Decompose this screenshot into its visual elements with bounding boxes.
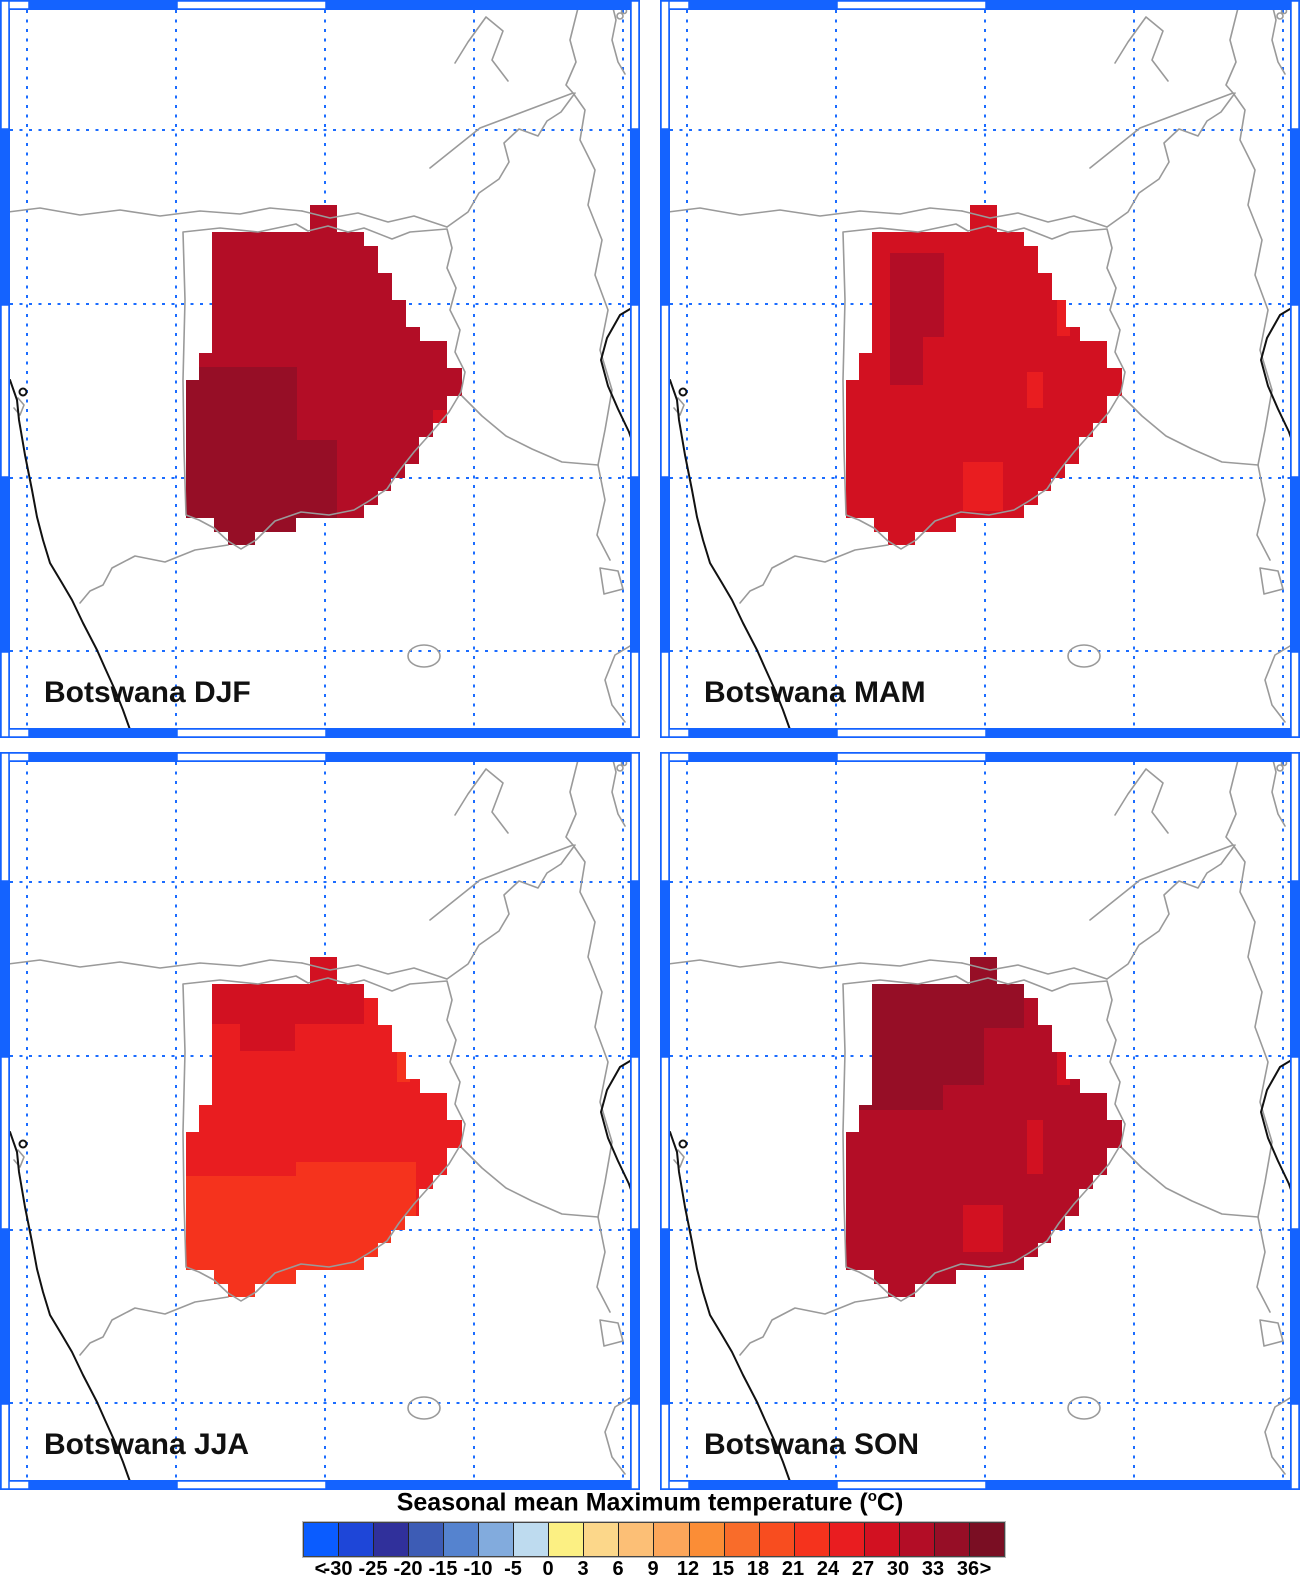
botswana-outline [182, 975, 466, 1302]
colorbar-tick-label: -15 [428, 1558, 458, 1580]
lake-outline [1067, 644, 1101, 668]
colorbar-tick-label: 12 [676, 1558, 700, 1580]
colorbar-tick-label: 3 [577, 1558, 589, 1580]
map-son [660, 752, 1300, 1490]
map-panel-son: Botswana SON [660, 752, 1300, 1490]
colorbar-tick-label: -30 [323, 1558, 353, 1580]
colorbar-tick-label: 36 [956, 1558, 980, 1580]
temperature-patches [890, 253, 1070, 511]
country-borders [0, 3, 640, 723]
colorbar-cell [933, 1523, 969, 1556]
colorbar-cell [653, 1523, 689, 1556]
colorbar-tick-labels: < -30 -25 -20 -15 -10 -5 0 3 6 9 12 15 18 21 24 27 30 33 36… [303, 1558, 1003, 1582]
map-panel-jja: Botswana JJA [0, 752, 640, 1490]
colorbar-cell [478, 1523, 514, 1556]
botswana-outline [842, 223, 1126, 550]
lake-outline [407, 644, 441, 668]
colorbar-tick-label: -10 [463, 1558, 493, 1580]
colorbar-cell [408, 1523, 444, 1556]
colorbar-cell [793, 1523, 829, 1556]
colorbar-cell [373, 1523, 409, 1556]
colorbar-tick-label: -20 [393, 1558, 423, 1580]
colorbar-cell [304, 1523, 339, 1556]
colorbar-tick-label: 15 [711, 1558, 735, 1580]
colorbar-tick-label: 18 [746, 1558, 770, 1580]
map-panel-mam: Botswana MAM [660, 0, 1300, 738]
map-frame [0, 752, 640, 1490]
colorbar-tick-label: -5 [504, 1558, 522, 1580]
map-panel-djf: Botswana DJF [0, 0, 640, 738]
colorbar-title-unit: C) [876, 1488, 904, 1517]
colorbar-tick-label: 27 [851, 1558, 875, 1580]
colorbar-tick-label: 21 [781, 1558, 805, 1580]
colorbar-cell [443, 1523, 479, 1556]
colorbar-tick-label: 24 [816, 1558, 840, 1580]
colorbar-cell [338, 1523, 374, 1556]
map-frame [660, 0, 1300, 738]
temperature-patches [186, 957, 416, 1297]
map-frame [0, 0, 640, 738]
colorbar-cell [583, 1523, 619, 1556]
colorbar-cell [828, 1523, 864, 1556]
botswana-outline [182, 223, 466, 550]
country-borders [0, 755, 640, 1475]
map-djf [0, 0, 640, 738]
colorbar-tick-label: 30 [886, 1558, 910, 1580]
colorbar-cell [548, 1523, 584, 1556]
colorbar-tick-label: -25 [358, 1558, 388, 1580]
colorbar-cell [758, 1523, 794, 1556]
colorbar-title-sup: o [867, 1488, 877, 1505]
panel-label-djf: Botswana DJF [44, 676, 251, 709]
colorbar-tick-label: < [314, 1558, 327, 1580]
lake-outline [1067, 1396, 1101, 1420]
colorbar-tick-label: 33 [921, 1558, 945, 1580]
map-frame [660, 752, 1300, 1490]
colorbar-tick-label: 0 [542, 1558, 554, 1580]
panel-label-son: Botswana SON [704, 1428, 920, 1461]
colorbar-cell [863, 1523, 899, 1556]
panel-label-jja: Botswana JJA [44, 1428, 250, 1461]
colorbar-tick-label: 9 [647, 1558, 659, 1580]
country-borders [660, 3, 1300, 723]
colorbar-cell [513, 1523, 549, 1556]
colorbar-cell [968, 1523, 1004, 1556]
panel-label-mam: Botswana MAM [704, 676, 926, 709]
botswana-outline [842, 975, 1126, 1302]
colorbar-cell [723, 1523, 759, 1556]
colorbar-tick-label: > [979, 1558, 992, 1580]
colorbar-title: Seasonal mean Maximum temperature (oC) [0, 1488, 1300, 1517]
country-borders [660, 755, 1300, 1475]
colorbar-tick-label: 6 [612, 1558, 624, 1580]
lake-outline [407, 1396, 441, 1420]
colorbar-cell [898, 1523, 934, 1556]
colorbar-cell [688, 1523, 724, 1556]
colorbar: Seasonal mean Maximum temperature (oC) <… [0, 1486, 1300, 1582]
map-mam [660, 0, 1300, 738]
colorbar-title-text: Seasonal mean Maximum temperature ( [396, 1488, 868, 1517]
map-jja [0, 752, 640, 1490]
colorbar-cell [618, 1523, 654, 1556]
colorbar-cells [303, 1522, 1005, 1557]
